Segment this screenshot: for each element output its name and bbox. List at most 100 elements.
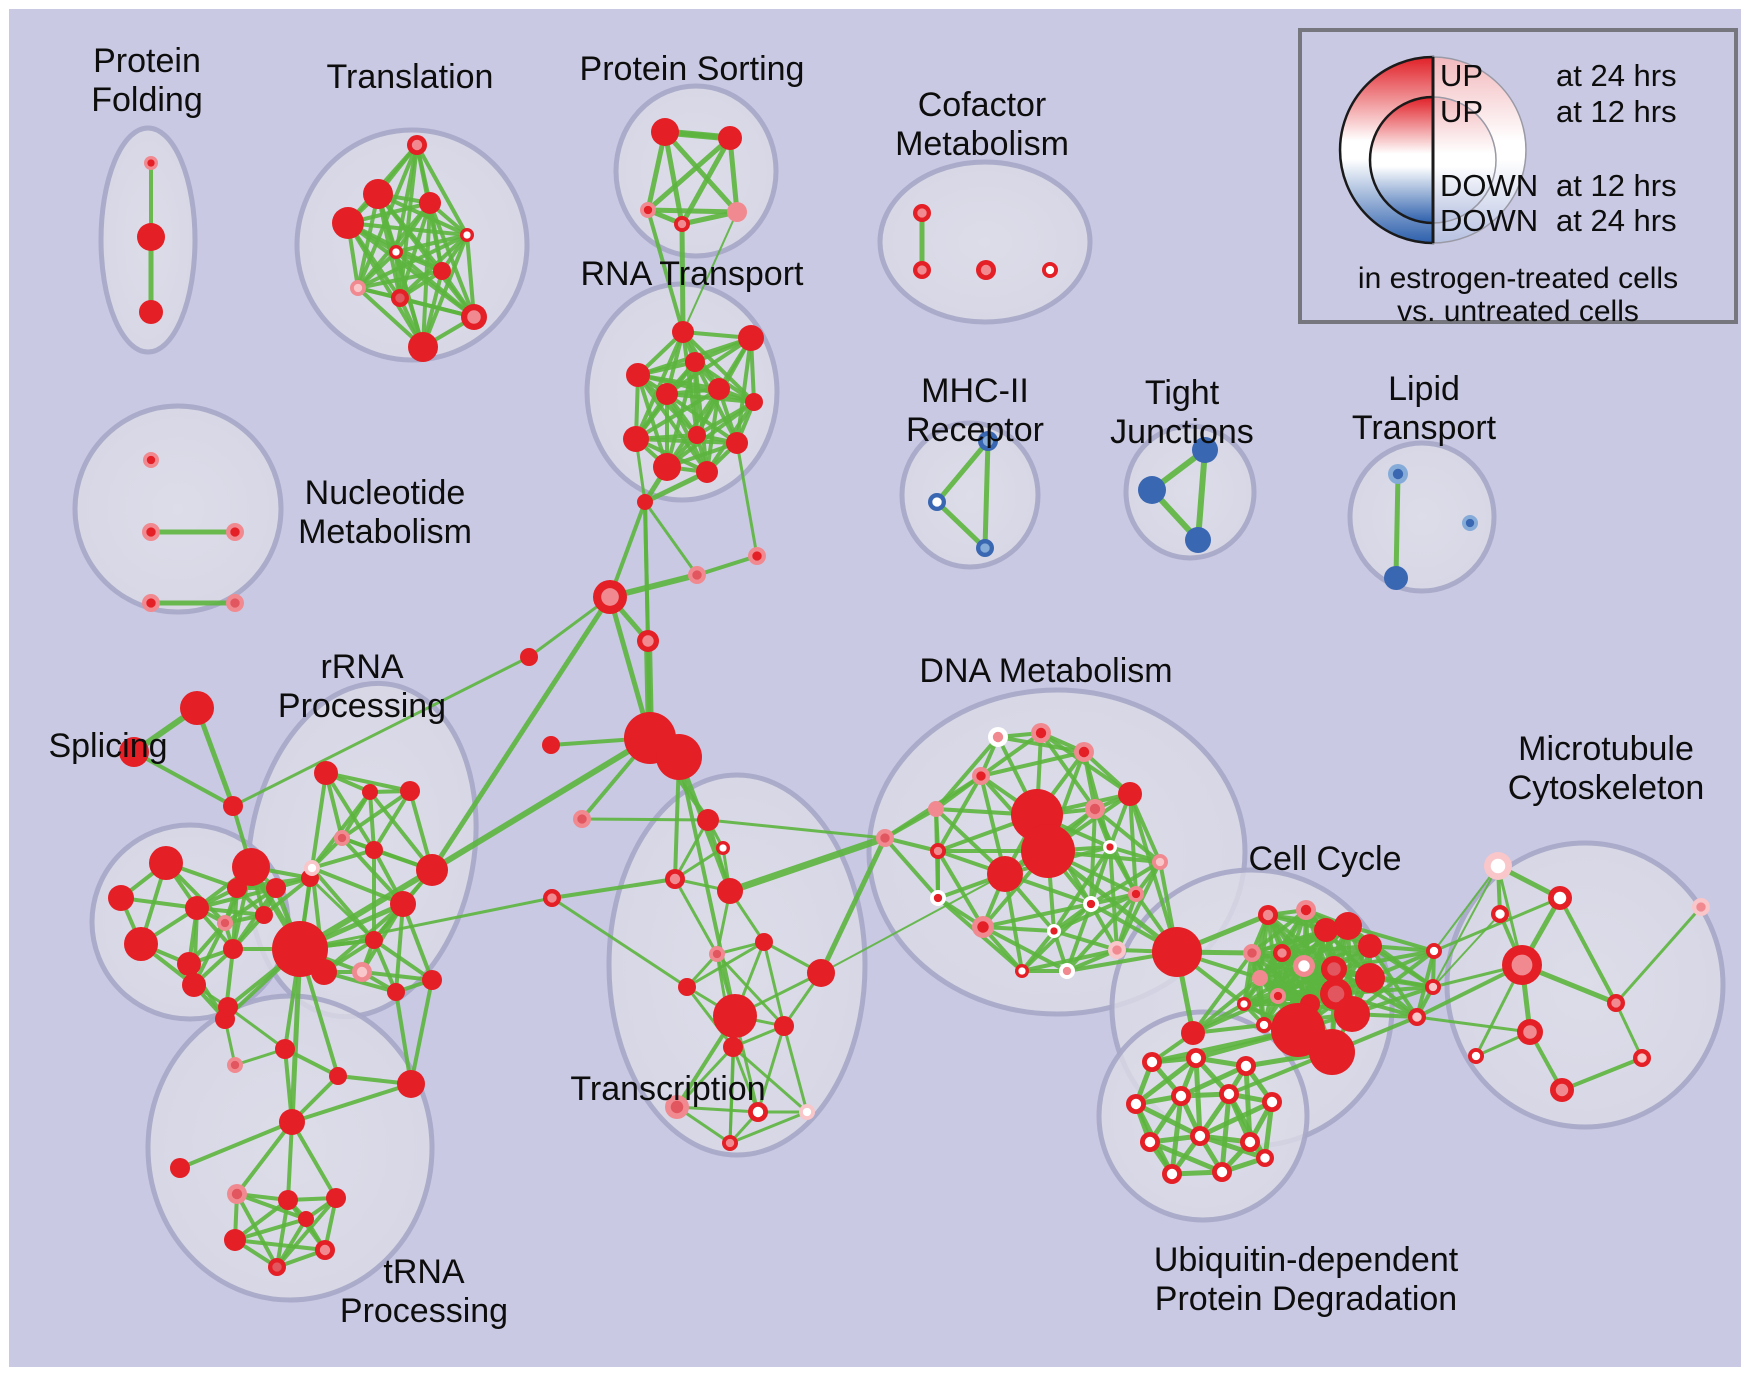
legend-disc-pale-half xyxy=(1432,96,1497,224)
node-hx1 xyxy=(227,1184,247,1204)
edge-d5-d8 xyxy=(883,807,938,840)
node-rr9 xyxy=(365,931,383,949)
edge-tx5-tx8 xyxy=(685,985,735,1049)
node-r4 xyxy=(626,363,650,387)
edge-hx6-hx7 xyxy=(275,1217,308,1269)
node-u8 xyxy=(1140,1132,1160,1152)
node-cc5 xyxy=(1358,934,1382,958)
node-d10 xyxy=(1103,840,1117,854)
node-r8 xyxy=(623,426,649,452)
node-q1 xyxy=(218,997,238,1017)
node-tj2 xyxy=(1138,476,1166,504)
network-nodes xyxy=(108,118,1710,1276)
edge-tx2-d8 xyxy=(726,834,889,895)
edge-tx8-tx10 xyxy=(731,1045,760,1114)
edge-rr7-c3 xyxy=(429,594,613,873)
node-txwc xyxy=(716,841,730,855)
legend-direction-1: UP xyxy=(1440,94,1483,129)
edge-u4-u9 xyxy=(1133,1101,1203,1139)
edge-m7-m10 xyxy=(1614,905,1703,1005)
legend-disc-treated-half xyxy=(1368,95,1435,225)
node-d12 xyxy=(930,890,946,906)
edge-tri1-tri3 xyxy=(194,705,236,809)
node-rr12 xyxy=(422,970,442,990)
node-cf2 xyxy=(913,261,931,279)
edge-b1-m2 xyxy=(1432,896,1562,953)
label-cofactor-metabolism: Cofactor Metabolism xyxy=(895,86,1069,163)
edge-rr2-rr6 xyxy=(368,790,376,852)
node-m3 xyxy=(1491,905,1509,923)
node-s3 xyxy=(108,885,134,911)
node-pf3 xyxy=(139,300,163,324)
node-cf3 xyxy=(976,260,996,280)
node-hx7 xyxy=(298,1211,314,1227)
edge-mh1-mh3 xyxy=(982,438,991,551)
node-dh3 xyxy=(987,856,1023,892)
label-rrna-processing: rRNA Processing xyxy=(278,648,446,725)
edge-ps1-ps5 xyxy=(662,129,740,215)
node-g1b xyxy=(311,959,337,985)
node-t10 xyxy=(461,304,487,330)
edge-q1-q3 xyxy=(226,1005,287,1051)
node-tx5 xyxy=(678,978,696,996)
edge-d2-d4 xyxy=(979,731,1043,778)
edge-tri3-sLink xyxy=(231,655,531,808)
node-n5 xyxy=(226,594,244,612)
node-d2 xyxy=(1031,723,1051,743)
cluster-mhc-ii-receptor xyxy=(899,420,1041,570)
node-q5 xyxy=(397,1070,425,1098)
edge-cc0-cc6 xyxy=(1191,951,1254,1035)
edge-r7-r11 xyxy=(665,400,756,469)
node-r2 xyxy=(738,325,764,351)
node-t3 xyxy=(419,192,441,214)
node-cc12 xyxy=(1270,988,1286,1004)
node-d6 xyxy=(1118,782,1142,806)
edge-dBig-dh2 xyxy=(1045,848,1180,955)
node-c2 xyxy=(688,566,706,584)
edge-t1-t5 xyxy=(415,143,469,237)
edge-t5-t6 xyxy=(394,233,469,254)
node-r7 xyxy=(745,393,763,411)
node-u1 xyxy=(1142,1052,1162,1072)
node-m8 xyxy=(1550,1078,1574,1102)
node-n2 xyxy=(142,523,160,541)
edge-ps3-r1 xyxy=(646,208,685,334)
edge-tx6-dh3 xyxy=(820,873,1006,974)
node-ln1 xyxy=(542,736,560,754)
node-d1 xyxy=(988,727,1008,747)
edge-tx8-tx11 xyxy=(731,1045,809,1114)
legend-time-2: at 12 hrs xyxy=(1556,168,1677,203)
legend: UP at 24 hrs UP at 12 hrs DOWN at 12 hrs DOWN a… xyxy=(1298,28,1738,328)
node-hx3 xyxy=(326,1188,346,1208)
edge-q7-q5 xyxy=(290,1082,413,1124)
node-u13 xyxy=(1256,1149,1274,1167)
node-hx4 xyxy=(224,1229,246,1251)
edge-d8-d9 xyxy=(883,836,940,853)
node-cc11 xyxy=(1252,970,1268,986)
edge-q7-hx3 xyxy=(290,1120,338,1200)
edge-t5-t8 xyxy=(356,233,469,290)
label-splicing: Splicing xyxy=(48,727,167,765)
edge-c2-c4 xyxy=(695,554,759,577)
node-r5 xyxy=(656,383,678,405)
edge-ps3-ps5 xyxy=(645,207,740,215)
node-d4 xyxy=(972,767,990,785)
edge-ps4-r1 xyxy=(679,221,686,335)
node-rr11 xyxy=(387,983,405,1001)
edge-spn-rr9 xyxy=(308,876,376,942)
node-mB xyxy=(1502,945,1542,985)
node-t5 xyxy=(460,228,474,242)
label-translation: Translation xyxy=(327,58,494,96)
node-u10 xyxy=(1240,1132,1260,1152)
node-tx8 xyxy=(723,1037,743,1057)
edge-txpr-tx4 xyxy=(673,877,719,956)
node-r3 xyxy=(685,352,705,372)
edge-r5-r10 xyxy=(665,392,739,445)
node-s9 xyxy=(177,952,201,976)
edge-r6-r8 xyxy=(634,387,721,441)
edge-q7-hx1 xyxy=(235,1120,294,1196)
node-ps1 xyxy=(651,118,679,146)
node-s7 xyxy=(217,915,233,931)
edge-tx6-d8 xyxy=(818,835,888,976)
label-protein-folding: Protein Folding xyxy=(91,42,203,119)
